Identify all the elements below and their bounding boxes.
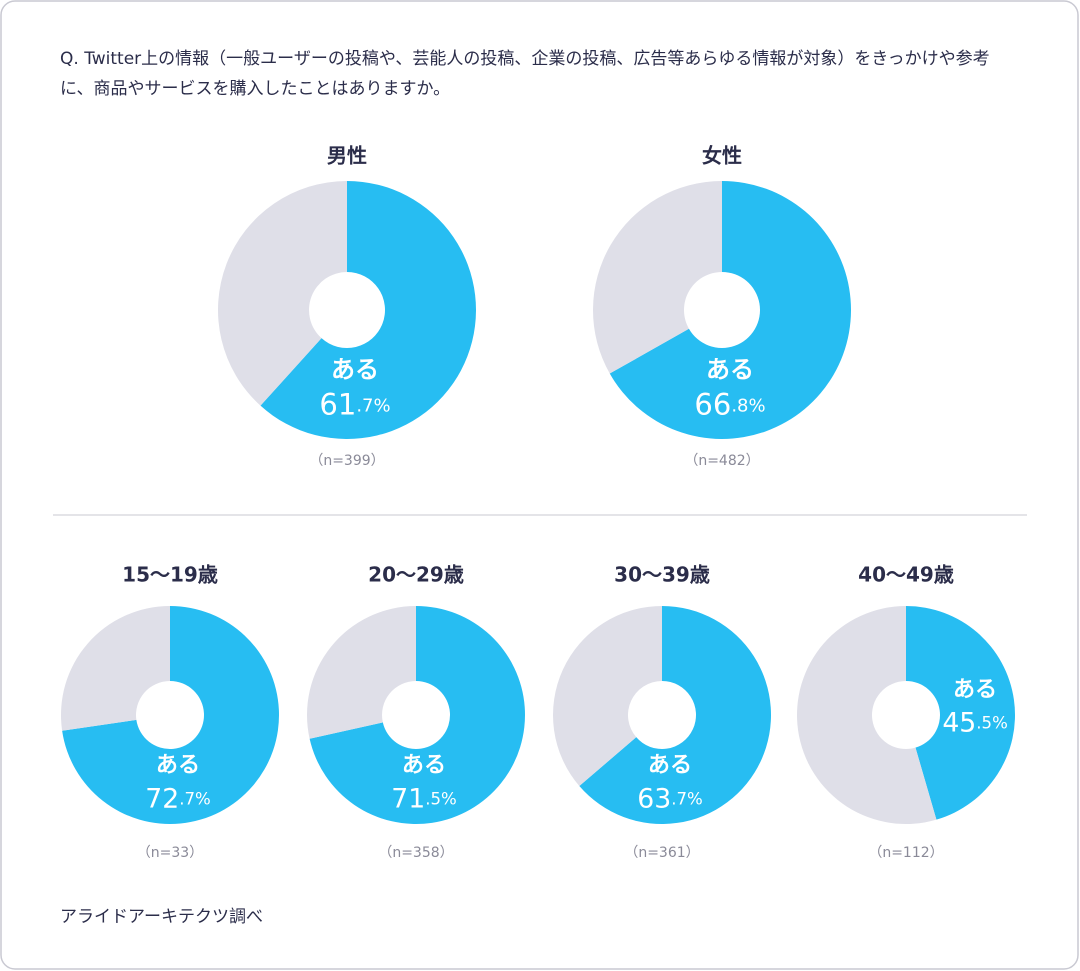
pie-slice <box>592 181 722 374</box>
pie-slice <box>62 606 280 824</box>
pie-slice <box>906 606 1015 820</box>
pie-title: 男性 <box>327 144 367 168</box>
pie-title: 20〜29歳 <box>368 563 464 587</box>
sample-size: （n=112） <box>868 845 943 861</box>
pie-slice <box>579 606 772 824</box>
value-label: 71.5% <box>391 783 456 814</box>
pie-slice <box>61 606 170 731</box>
pie-title: 15〜19歳 <box>122 563 218 587</box>
pie-title: 40〜49歳 <box>858 563 954 587</box>
sample-size: （n=482） <box>684 453 759 469</box>
value-label: 45.5% <box>942 707 1007 738</box>
slice-label: ある <box>402 753 446 778</box>
sample-size: （n=361） <box>624 845 699 861</box>
value-label: 72.7% <box>145 783 210 814</box>
pie-slice <box>218 181 347 406</box>
source: アライドアーキテクツ調べ <box>60 907 263 927</box>
value-label: 63.7% <box>637 783 702 814</box>
pie-slice <box>260 180 476 439</box>
slice-label: ある <box>156 753 200 778</box>
sample-size: （n=399） <box>309 453 384 469</box>
pie-slice <box>553 606 662 787</box>
question: Q. Twitter上の情報（一般ユーザーの投稿や、芸能人の投稿、企業の投稿、広… <box>60 49 990 99</box>
slice-label: ある <box>706 356 754 384</box>
slice-label: ある <box>648 753 692 778</box>
question-box: Q. Twitter上の情報（一般ユーザーの投稿や、芸能人の投稿、企業の投稿、広… <box>60 49 990 99</box>
sample-size: （n=33） <box>137 845 203 861</box>
pie-slice <box>609 181 851 440</box>
pie-slice <box>309 606 525 824</box>
pie-slice <box>307 606 416 739</box>
slice-label: ある <box>953 677 997 702</box>
pie-slice <box>796 606 937 824</box>
slice-label: ある <box>331 356 379 384</box>
pie-title: 女性 <box>702 144 742 168</box>
value-label: 61.7% <box>319 388 390 422</box>
pie-title: 30〜39歳 <box>614 563 710 587</box>
sample-size: （n=358） <box>378 845 453 861</box>
value-label: 66.8% <box>694 388 765 422</box>
